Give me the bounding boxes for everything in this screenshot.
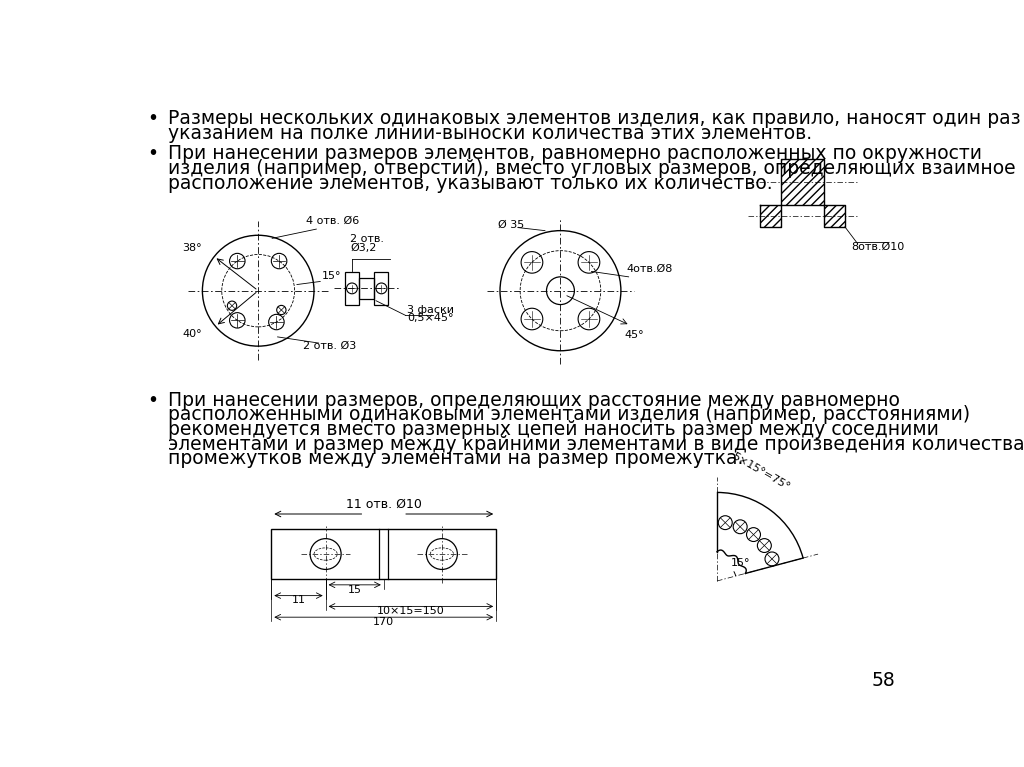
- Text: Ø3,2: Ø3,2: [350, 243, 377, 253]
- Text: 8отв.Ø10: 8отв.Ø10: [851, 242, 904, 252]
- Text: 15: 15: [348, 584, 361, 594]
- Text: 15°: 15°: [731, 558, 751, 568]
- Text: 2 отв. Ø3: 2 отв. Ø3: [303, 341, 356, 351]
- Text: 15°: 15°: [322, 272, 341, 281]
- Bar: [271, 528, 496, 578]
- Text: Ø 35: Ø 35: [499, 219, 524, 229]
- Text: расположение элементов, указывают только их количество.: расположение элементов, указывают только…: [168, 173, 773, 193]
- Text: расположенными одинаковыми элементами изделия (например, расстояниями): расположенными одинаковыми элементами из…: [168, 406, 971, 424]
- Text: 11 отв. Ø10: 11 отв. Ø10: [346, 498, 422, 511]
- Text: промежутков между элементами на размер промежутка.: промежутков между элементами на размер п…: [168, 449, 743, 469]
- Text: 3 фаски: 3 фаски: [407, 305, 454, 315]
- Text: При нанесении размеров, определяющих расстояние между равномерно: При нанесении размеров, определяющих рас…: [168, 391, 900, 410]
- Text: 2 отв.: 2 отв.: [350, 234, 384, 244]
- Text: 10×15=150: 10×15=150: [377, 606, 444, 616]
- Bar: [359, 278, 375, 299]
- Text: рекомендуется вместо размерных цепей наносить размер между соседними: рекомендуется вместо размерных цепей нан…: [168, 420, 939, 439]
- Text: 11: 11: [292, 595, 305, 605]
- Text: 58: 58: [871, 671, 895, 690]
- Text: Размеры нескольких одинаковых элементов изделия, как правило, наносят один раз с: Размеры нескольких одинаковых элементов …: [168, 109, 1024, 128]
- Bar: [375, 272, 388, 304]
- Text: 5×15°=75°: 5×15°=75°: [730, 451, 792, 492]
- Text: изделия (например, отверстий), вместо угловых размеров, определяющих взаимное: изделия (например, отверстий), вместо уг…: [168, 159, 1016, 178]
- Text: 38°: 38°: [182, 242, 202, 252]
- Text: 45°: 45°: [624, 331, 644, 341]
- Text: При нанесении размеров элементов, равномерно расположенных по окружности: При нанесении размеров элементов, равном…: [168, 144, 982, 163]
- Text: •: •: [147, 391, 159, 410]
- Text: •: •: [147, 144, 159, 163]
- Text: 170: 170: [373, 617, 394, 627]
- Text: указанием на полке линии-выноски количества этих элементов.: указанием на полке линии-выноски количес…: [168, 123, 812, 143]
- Text: 40°: 40°: [182, 329, 202, 339]
- Text: 4отв.Ø8: 4отв.Ø8: [627, 264, 673, 275]
- Text: 0,5×45°: 0,5×45°: [407, 314, 454, 324]
- Bar: [345, 272, 359, 304]
- Text: элементами и размер между крайними элементами в виде произведения количества: элементами и размер между крайними элеме…: [168, 435, 1024, 454]
- Text: 4 отв. Ø6: 4 отв. Ø6: [306, 216, 359, 225]
- Text: •: •: [147, 109, 159, 128]
